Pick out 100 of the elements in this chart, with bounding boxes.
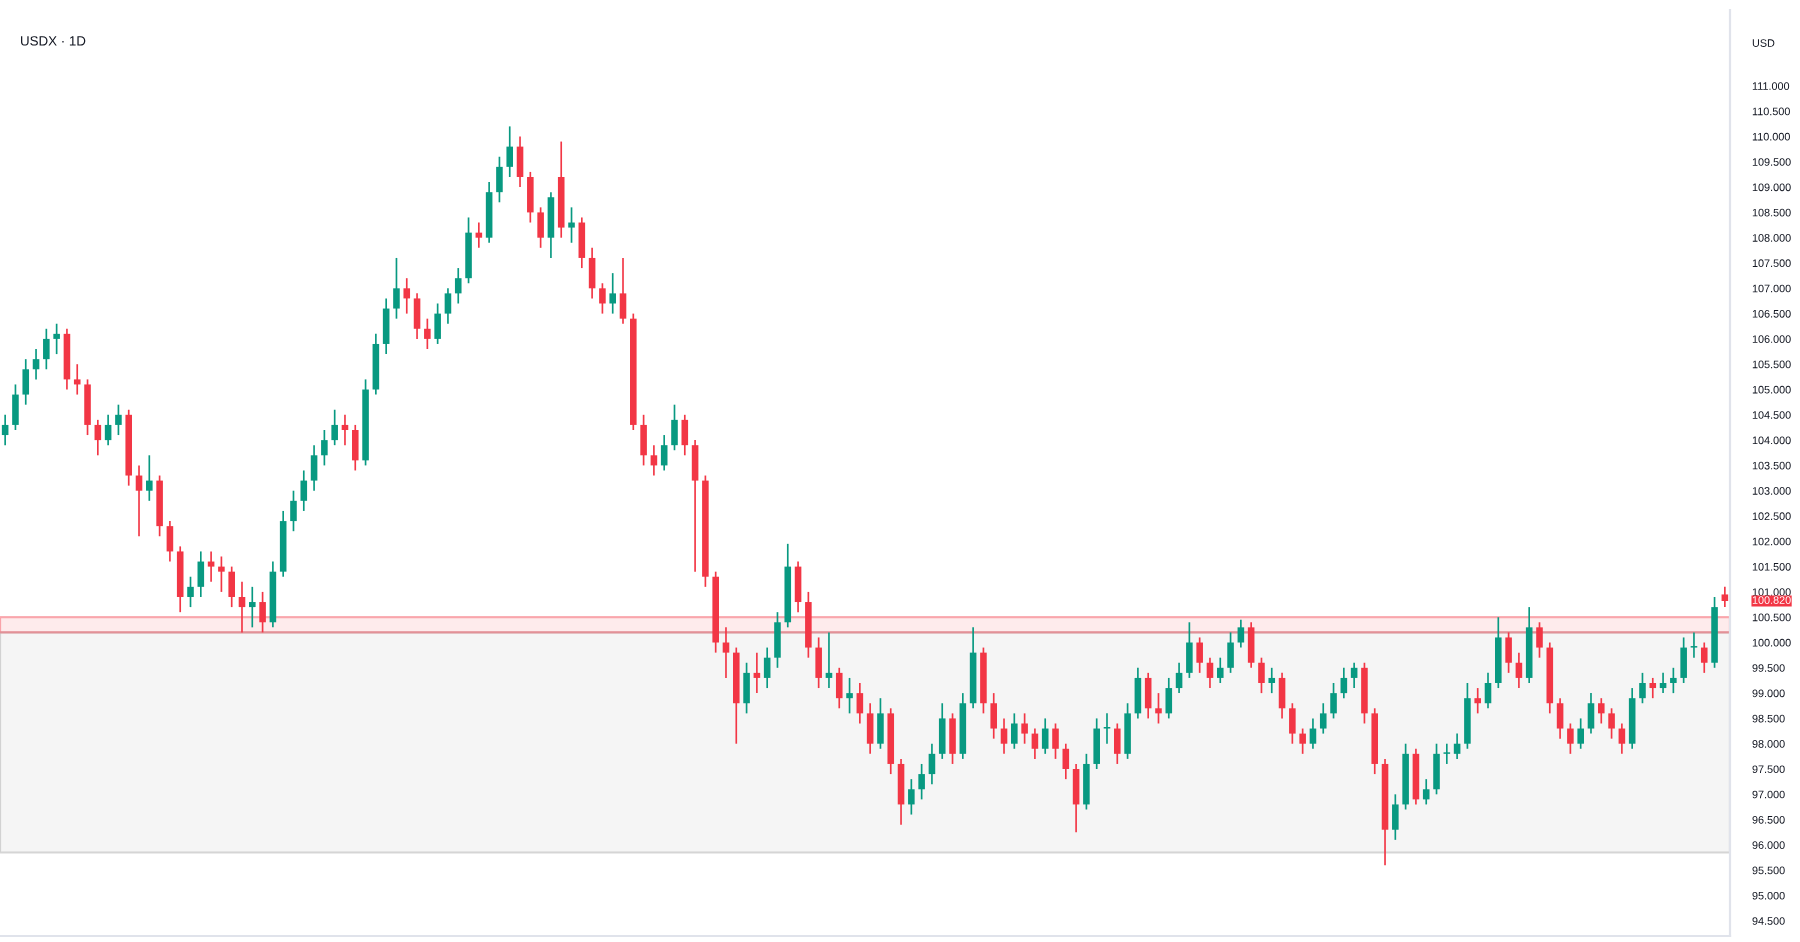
candlestick <box>310 444 318 492</box>
candlestick <box>578 216 586 269</box>
candlestick <box>877 697 884 750</box>
candlestick <box>1639 672 1646 705</box>
candlestick <box>1670 666 1677 694</box>
candlestick <box>1258 656 1265 694</box>
candlestick <box>1618 722 1626 755</box>
candlestick <box>1464 682 1471 750</box>
candlestick <box>650 444 658 477</box>
candlestick <box>1206 656 1214 689</box>
candlestick <box>537 206 544 249</box>
candlestick <box>1330 682 1337 720</box>
candlestick <box>321 429 328 467</box>
candlestick <box>104 413 112 447</box>
candlestick <box>1515 651 1523 689</box>
candlestick <box>1453 732 1461 760</box>
candlestick <box>516 135 524 188</box>
candlestick <box>300 469 308 512</box>
candlestick <box>774 611 781 669</box>
candlestick <box>619 257 627 325</box>
candlestick <box>1083 753 1090 811</box>
candlestick <box>1474 687 1481 715</box>
candlestick <box>1 413 9 447</box>
candlestick <box>1155 692 1162 725</box>
candlestick <box>1536 621 1543 659</box>
candlestick <box>197 550 205 598</box>
candlestick <box>908 778 915 816</box>
candlestick <box>1134 666 1142 720</box>
candlestick <box>424 317 431 350</box>
candlestick <box>1093 717 1100 770</box>
candlestick <box>1361 661 1368 725</box>
candlestick <box>403 277 411 315</box>
candlestick <box>866 702 874 755</box>
candlestick <box>475 221 483 249</box>
candlestick <box>568 206 575 244</box>
candlestick <box>444 287 452 325</box>
candlestick <box>1680 636 1687 684</box>
candlestick <box>1495 616 1502 689</box>
candlestick <box>1422 778 1430 806</box>
candlestick <box>1041 717 1049 755</box>
candlestick <box>1659 672 1667 694</box>
candlestick <box>12 383 19 431</box>
candlestick <box>1031 727 1039 760</box>
candlestick <box>1021 712 1028 745</box>
candlestick <box>434 302 441 345</box>
candlestick <box>1114 722 1121 765</box>
candlestick <box>1268 666 1276 694</box>
candlestick <box>691 439 699 573</box>
candlestick <box>1340 666 1348 700</box>
candlestick <box>1392 793 1399 841</box>
candlestick <box>1216 656 1224 684</box>
candlestick <box>156 474 163 538</box>
candlestick <box>146 454 153 502</box>
candlestick <box>465 216 472 285</box>
candlestick <box>1690 631 1698 659</box>
candlestick <box>249 586 256 629</box>
candlestick <box>290 489 297 533</box>
candlestick <box>753 651 761 694</box>
candlestick <box>218 555 225 593</box>
candlestick <box>835 666 843 710</box>
candlestick <box>743 661 750 715</box>
candlestick <box>1103 712 1111 745</box>
candlestick <box>43 327 50 371</box>
candlestick <box>660 434 668 472</box>
candlestick <box>1247 621 1255 669</box>
candlestick <box>1052 722 1059 760</box>
candlestick <box>176 545 184 613</box>
candlestick <box>1289 702 1296 745</box>
candlestick <box>393 257 400 320</box>
candlestick <box>928 742 936 786</box>
candlestick <box>84 378 91 436</box>
candlestick <box>454 267 462 305</box>
candlestick <box>1649 677 1657 700</box>
candlestick <box>1000 717 1008 755</box>
candlestick <box>259 591 266 634</box>
candlestick <box>949 712 956 765</box>
candlestick <box>588 246 596 300</box>
candlestick <box>794 560 802 613</box>
candlestick <box>32 348 40 381</box>
candlestick <box>805 591 812 659</box>
candlestick <box>1072 763 1080 834</box>
candlestick <box>1319 702 1327 735</box>
candlestick <box>207 550 215 583</box>
candlestick <box>63 327 71 391</box>
candlestick <box>496 155 503 204</box>
candlestick <box>94 419 102 457</box>
candlestick <box>1011 712 1018 750</box>
candlestick <box>1433 742 1440 796</box>
candlestick <box>135 464 143 538</box>
candlestick <box>1443 742 1451 765</box>
candlestick <box>640 413 647 467</box>
candlestick <box>815 636 822 689</box>
candlestick <box>1628 687 1636 750</box>
candlestick <box>73 363 81 396</box>
candlestick <box>990 692 998 740</box>
candlestick <box>1175 661 1183 694</box>
candlestick <box>1299 727 1306 755</box>
candlestick <box>938 702 946 760</box>
candlestick <box>1484 672 1492 710</box>
candlestick <box>53 322 60 355</box>
